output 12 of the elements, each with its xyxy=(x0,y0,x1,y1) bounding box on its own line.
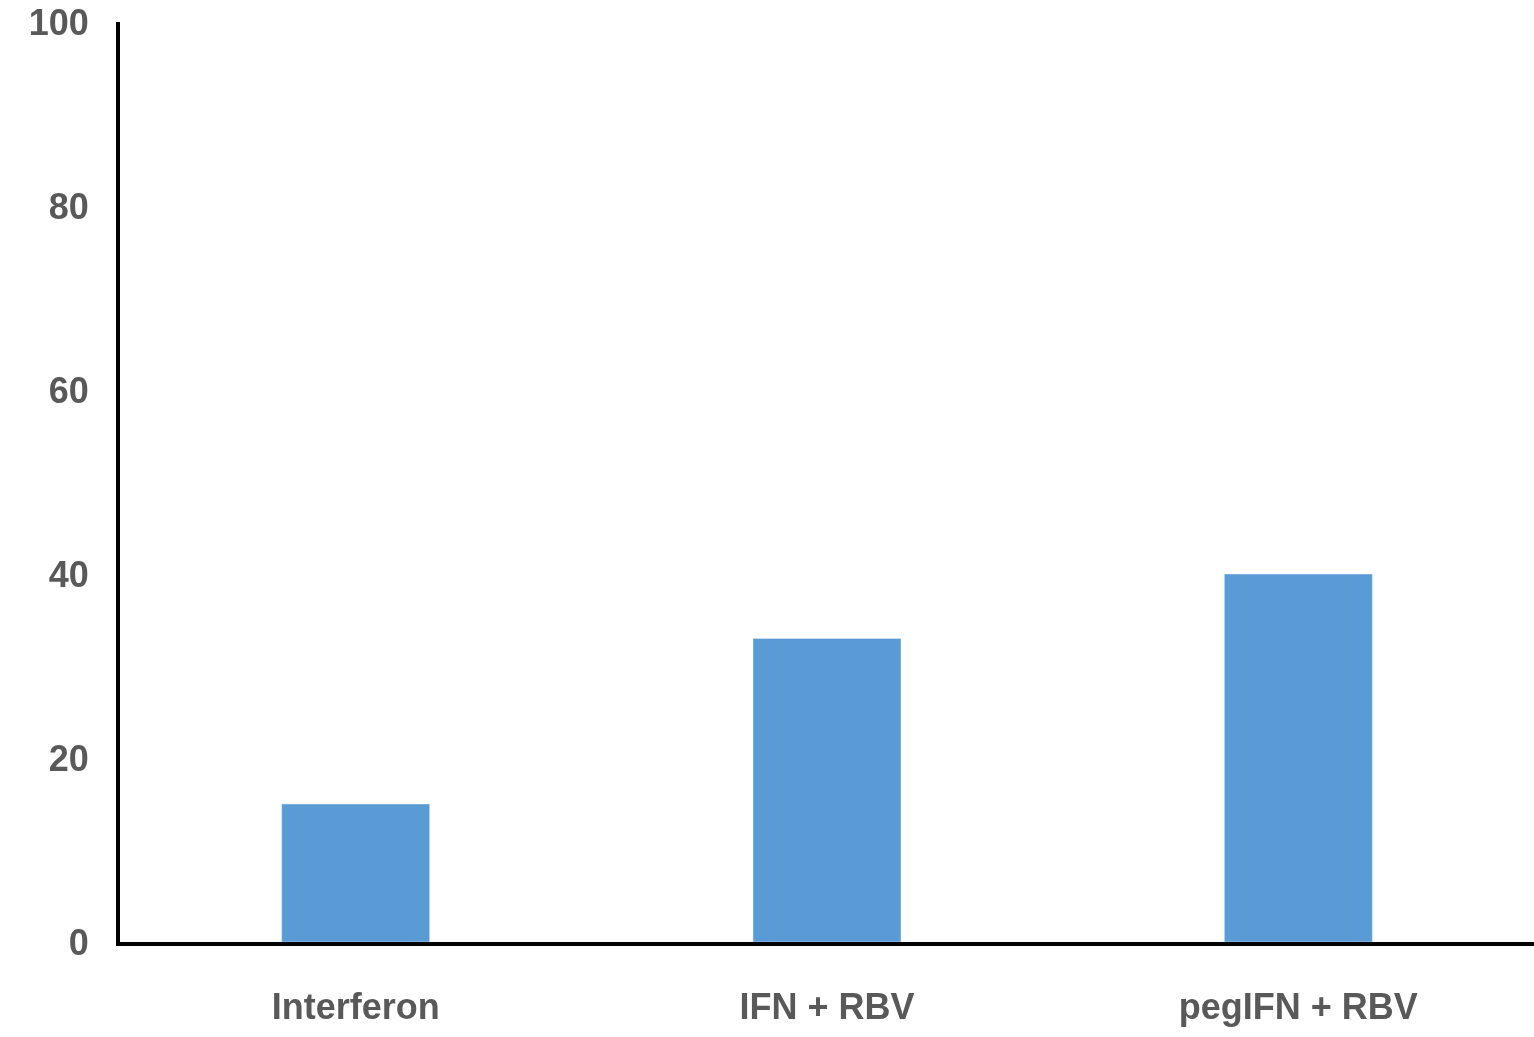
bar xyxy=(1224,573,1373,942)
bar xyxy=(281,803,430,942)
x-tick-label: Interferon xyxy=(271,986,440,1028)
x-tick-label: IFN + RBV xyxy=(739,986,915,1028)
bar xyxy=(752,638,902,942)
y-tick-label: 80 xyxy=(48,185,89,227)
y-tick-label: 0 xyxy=(68,921,89,963)
x-tick-label: pegIFN + RBV xyxy=(1178,986,1418,1028)
y-tick-label: 40 xyxy=(48,553,89,595)
y-tick-label: 60 xyxy=(48,369,89,411)
y-tick-label: 20 xyxy=(48,737,89,779)
y-tick-label: 100 xyxy=(28,1,89,43)
